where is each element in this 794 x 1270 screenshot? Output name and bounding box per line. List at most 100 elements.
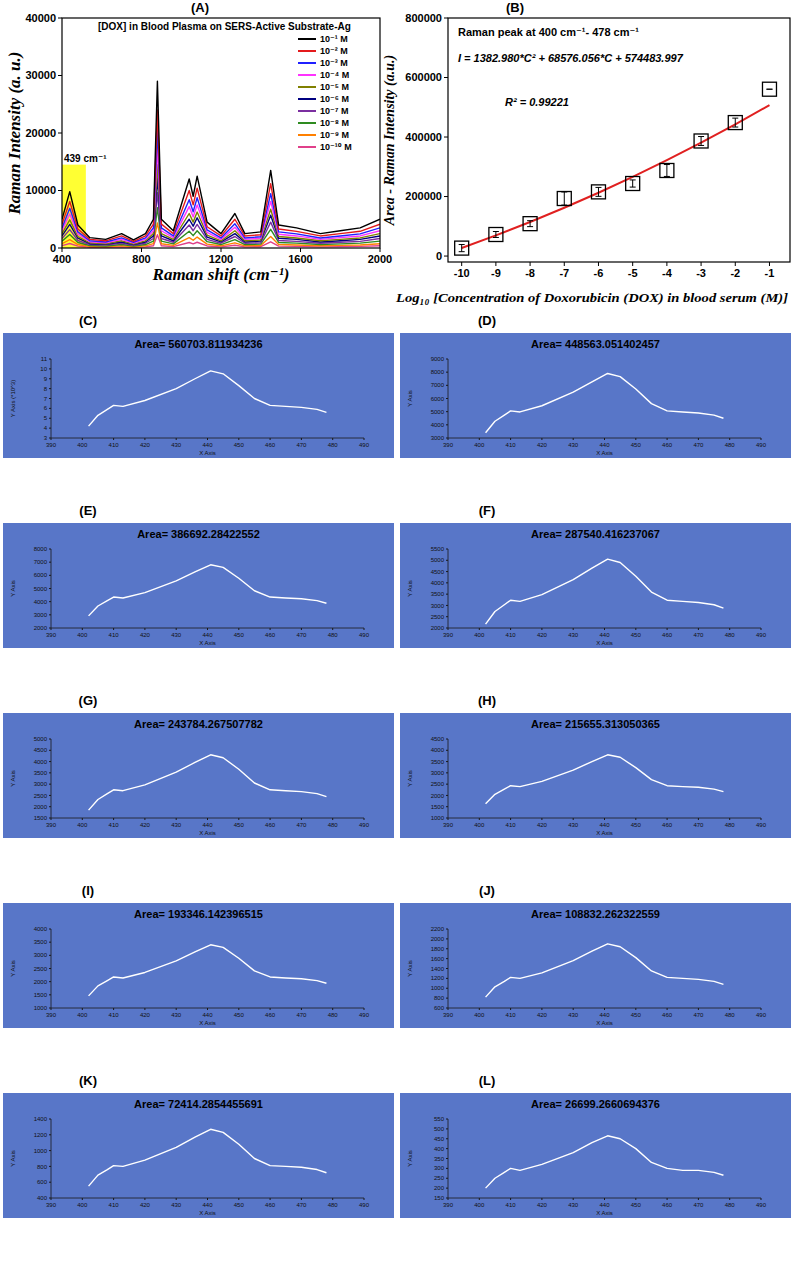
x-tick-label: 390 [46,632,57,638]
x-tick [698,1008,699,1010]
y-tick [444,77,448,78]
y-tick-label: 550 [434,1116,445,1122]
y-tick-label: 4000 [34,599,48,605]
y-tick [446,948,448,949]
y-axis-label: Y Axis [407,1150,413,1167]
x-tick-label: 480 [725,632,736,638]
x-tick-label: 470 [693,442,704,448]
y-tick-label: 2000 [34,625,48,631]
x-tick [761,628,762,630]
error-bar-cap [595,187,601,188]
y-tick-label: 2000 [431,936,445,942]
x-tick-label: 460 [265,1012,276,1018]
x-tick-label: 410 [109,442,120,448]
x-tick-label: 450 [631,1012,642,1018]
x-tick [82,628,83,630]
x-tick-label: 420 [140,1012,151,1018]
x-tick-label: 480 [328,1012,339,1018]
y-tick [446,1178,448,1179]
x-tick-label: 410 [506,1202,517,1208]
x-tick-label: -2 [730,267,740,279]
x-tick-label: 470 [296,1012,307,1018]
legend-swatch [298,86,316,88]
error-bar [766,89,772,90]
x-tick-label: 400 [53,253,71,265]
x-tick [82,1198,83,1200]
curve [486,373,724,432]
y-tick [49,575,51,576]
x-tick-label: -4 [662,267,673,279]
panel-background [3,523,394,648]
legend-swatch [298,74,316,76]
y-tick-label: 5000 [34,736,48,742]
y-tick [49,398,51,399]
x-tick-label: 420 [537,822,548,828]
y-tick-label: 2500 [431,614,445,620]
y-tick [446,1008,448,1009]
y-tick [446,929,448,930]
y-tick [49,994,51,995]
x-tick [270,818,271,820]
panel-background [3,903,394,1028]
x-tick [332,818,333,820]
x-tick [667,628,668,630]
y-tick [446,560,448,561]
x-tick-label: -8 [525,267,535,279]
y-tick [49,1198,51,1199]
y-tick [446,988,448,989]
x-tick [564,262,565,266]
data-point [523,217,537,231]
y-tick [446,438,448,439]
x-tick-label: 450 [631,442,642,448]
x-tick-label: 480 [725,442,736,448]
data-point [489,228,503,242]
x-tick [113,1198,114,1200]
plot-area [89,945,327,996]
y-tick [49,806,51,807]
x-tick [666,262,667,266]
y-tick-label: 6 [44,405,48,411]
x-tick-label: 480 [328,1202,339,1208]
x-axis-label: X Axis [596,1020,613,1026]
panel-label: (J) [479,883,495,898]
x-tick-label: 440 [202,1202,213,1208]
legend-label: 10⁻⁷ M [320,106,348,116]
y-tick [446,582,448,583]
curve [89,565,327,616]
x-tick-label: 400 [77,822,88,828]
x-tick-label: 430 [568,822,579,828]
x-tick [207,438,208,440]
y-tick-label: 800 [37,1164,48,1170]
y-tick [49,408,51,409]
x-tick [698,1198,699,1200]
x-tick-label: 430 [171,442,182,448]
y-tick-label: 600 [37,1179,48,1185]
x-tick-label: 410 [109,1202,120,1208]
y-tick [49,795,51,796]
spectrum-line [62,110,380,241]
y-tick [49,968,51,969]
y-tick-label: 1000 [431,985,445,991]
error-bar-stem [530,221,531,227]
chart-title: Area= 193346.142396515 [134,908,263,920]
x-tick [573,1008,574,1010]
figure: (A)4008001200160020000100002000030000400… [0,0,794,1270]
panel-label: (L) [479,1073,496,1088]
y-tick-label: 5000 [431,557,445,563]
y-tick-label: 1600 [431,956,445,962]
x-tick [604,1198,605,1200]
x-tick-label: 480 [328,442,339,448]
error-bar-cap [459,251,465,252]
plot-area [89,755,327,810]
x-tick-label: 390 [46,822,57,828]
spectrum-line [62,147,380,243]
y-tick-label: 5000 [34,586,48,592]
x-tick-label: 390 [443,1012,454,1018]
x-tick-label: 400 [77,1012,88,1018]
y-tick [49,549,51,550]
y-axis-label: Y Axis (*10^3) [10,380,16,417]
x-tick-label: 390 [46,1202,57,1208]
y-tick [49,428,51,429]
y-tick-label: 3000 [431,435,445,441]
x-tick-label: 430 [568,1012,579,1018]
